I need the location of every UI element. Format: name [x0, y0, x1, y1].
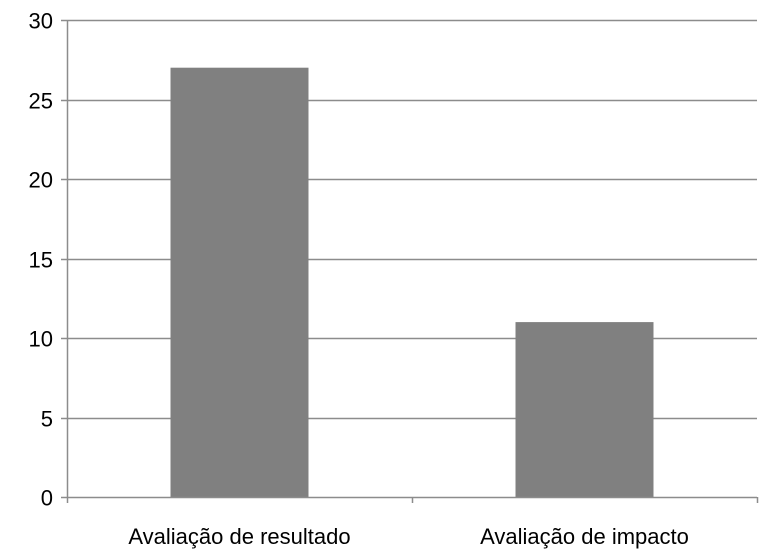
y-tick-label-15: 15	[29, 248, 53, 273]
x-category-label-1: Avaliação de impacto	[480, 524, 689, 549]
y-tick-label-20: 20	[29, 168, 53, 193]
bar-1	[515, 322, 654, 497]
bars	[170, 67, 654, 497]
y-tick-label-0: 0	[41, 486, 53, 511]
y-tick-label-5: 5	[41, 407, 53, 432]
labels: 0 5 10 15 20 25 30 Avaliação de resultado Avalia…	[29, 9, 689, 550]
bar-0	[170, 67, 309, 497]
y-tick-label-10: 10	[29, 327, 53, 352]
axes	[61, 19, 759, 503]
y-tick-label-30: 30	[29, 9, 53, 34]
y-tick-label-25: 25	[29, 89, 53, 114]
x-category-label-0: Avaliação de resultado	[128, 524, 350, 549]
